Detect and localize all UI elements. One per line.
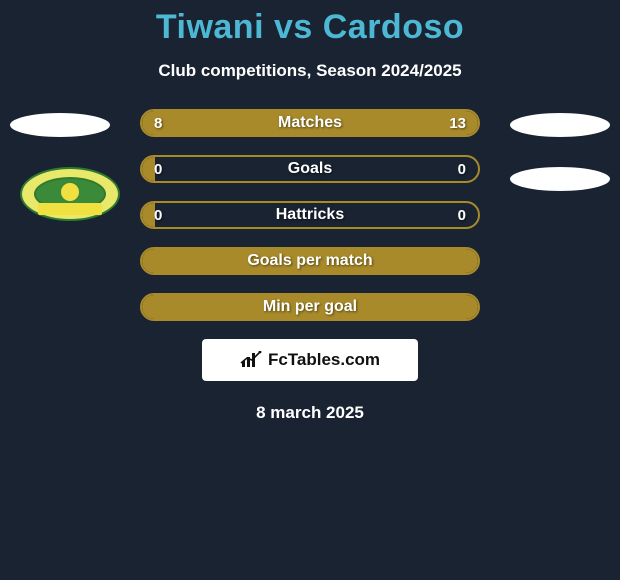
chart-icon — [240, 351, 262, 369]
stat-label: Min per goal — [142, 298, 478, 316]
stat-label: Goals — [142, 160, 478, 178]
player1-club-badge — [20, 167, 120, 221]
stat-row-goals: 0 Goals 0 — [140, 155, 480, 183]
subtitle: Club competitions, Season 2024/2025 — [0, 61, 620, 81]
stat-row-min-per-goal: Min per goal — [140, 293, 480, 321]
stat-value-right: 13 — [449, 115, 466, 132]
stat-row-goals-per-match: Goals per match — [140, 247, 480, 275]
stat-row-hattricks: 0 Hattricks 0 — [140, 201, 480, 229]
player2-badge-ellipse-2 — [510, 167, 610, 191]
brand-text: FcTables.com — [268, 350, 380, 370]
player1-badge-ellipse — [10, 113, 110, 137]
stat-label: Matches — [142, 114, 478, 132]
stat-label: Hattricks — [142, 206, 478, 224]
stat-row-matches: 8 Matches 13 — [140, 109, 480, 137]
brand-box: FcTables.com — [202, 339, 418, 381]
stat-label: Goals per match — [142, 252, 478, 270]
stat-value-right: 0 — [458, 161, 466, 178]
page-title: Tiwani vs Cardoso — [0, 0, 620, 47]
stat-rows: 8 Matches 13 0 Goals 0 0 Hattricks 0 Goa… — [140, 109, 480, 321]
date-text: 8 march 2025 — [0, 403, 620, 423]
stat-value-right: 0 — [458, 207, 466, 224]
comparison-panel: 8 Matches 13 0 Goals 0 0 Hattricks 0 Goa… — [0, 109, 620, 423]
player2-badge-ellipse-1 — [510, 113, 610, 137]
